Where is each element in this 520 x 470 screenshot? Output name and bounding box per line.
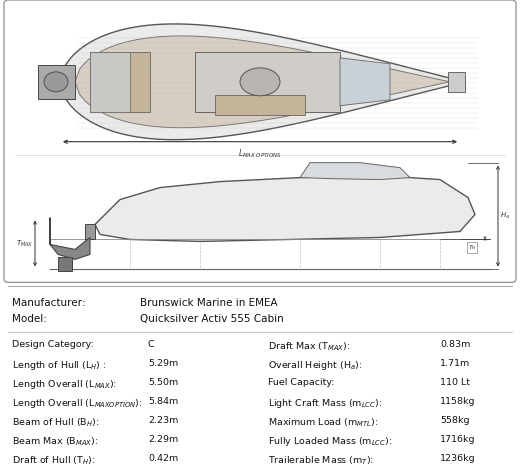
- Polygon shape: [90, 52, 150, 112]
- Text: Draft Max (T$_{MAX}$):: Draft Max (T$_{MAX}$):: [268, 340, 350, 353]
- Polygon shape: [95, 176, 475, 242]
- Text: 1716kg: 1716kg: [440, 435, 475, 444]
- Ellipse shape: [240, 68, 280, 96]
- Text: 5.29m: 5.29m: [148, 359, 178, 368]
- Text: $T_{MAX}$: $T_{MAX}$: [16, 238, 33, 249]
- Text: 558kg: 558kg: [440, 416, 470, 425]
- Polygon shape: [38, 65, 75, 99]
- Polygon shape: [50, 218, 90, 259]
- FancyBboxPatch shape: [4, 0, 516, 282]
- Polygon shape: [75, 36, 450, 128]
- Ellipse shape: [44, 72, 68, 92]
- Text: Design Category:: Design Category:: [12, 340, 94, 349]
- Text: 0.83m: 0.83m: [440, 340, 471, 349]
- Text: Draft of Hull (T$_{H}$):: Draft of Hull (T$_{H}$):: [12, 454, 96, 467]
- Text: 110 Lt: 110 Lt: [440, 378, 470, 387]
- Text: 2.23m: 2.23m: [148, 416, 178, 425]
- Text: Model:: Model:: [12, 314, 47, 324]
- Text: Maximum Load (m$_{MTL}$):: Maximum Load (m$_{MTL}$):: [268, 416, 379, 429]
- Text: Fully Loaded Mass (m$_{LCC}$):: Fully Loaded Mass (m$_{LCC}$):: [268, 435, 392, 448]
- Text: Fuel Capacity:: Fuel Capacity:: [268, 378, 334, 387]
- Text: Trailerable Mass (m$_{T}$):: Trailerable Mass (m$_{T}$):: [268, 454, 374, 467]
- Polygon shape: [90, 52, 130, 112]
- Text: Length Overall (L$_{MAX OPTION}$):: Length Overall (L$_{MAX OPTION}$):: [12, 397, 142, 410]
- Polygon shape: [60, 24, 465, 140]
- Text: Quicksilver Activ 555 Cabin: Quicksilver Activ 555 Cabin: [140, 314, 284, 324]
- Polygon shape: [448, 72, 465, 92]
- Text: 1158kg: 1158kg: [440, 397, 475, 406]
- Text: Brunswick Marine in EMEA: Brunswick Marine in EMEA: [140, 298, 278, 308]
- Text: $T_H$: $T_H$: [467, 243, 476, 252]
- Polygon shape: [340, 58, 390, 106]
- Text: 5.50m: 5.50m: [148, 378, 178, 387]
- Polygon shape: [58, 258, 72, 271]
- Text: Light Craft Mass (m$_{LCC}$):: Light Craft Mass (m$_{LCC}$):: [268, 397, 382, 410]
- Text: 1.71m: 1.71m: [440, 359, 470, 368]
- Text: Length of Hull (L$_{H}$) :: Length of Hull (L$_{H}$) :: [12, 359, 107, 372]
- Polygon shape: [215, 95, 305, 115]
- Text: C: C: [148, 340, 154, 349]
- Text: 0.42m: 0.42m: [148, 454, 178, 463]
- Polygon shape: [85, 225, 95, 239]
- Text: Beam Max (B$_{MAX}$):: Beam Max (B$_{MAX}$):: [12, 435, 98, 447]
- Text: Beam of Hull (B$_{H}$):: Beam of Hull (B$_{H}$):: [12, 416, 99, 429]
- Polygon shape: [300, 163, 410, 180]
- Text: $L_{MAX\ OPTIONS}$: $L_{MAX\ OPTIONS}$: [238, 148, 282, 160]
- Text: Length Overall (L$_{MAX}$):: Length Overall (L$_{MAX}$):: [12, 378, 117, 391]
- Text: Overall Height (H$_{a}$):: Overall Height (H$_{a}$):: [268, 359, 362, 372]
- Text: 5.84m: 5.84m: [148, 397, 178, 406]
- Text: 2.29m: 2.29m: [148, 435, 178, 444]
- Polygon shape: [195, 52, 340, 112]
- Text: Manufacturer:: Manufacturer:: [12, 298, 85, 308]
- Text: $H_a$: $H_a$: [500, 211, 510, 221]
- Text: 1236kg: 1236kg: [440, 454, 476, 463]
